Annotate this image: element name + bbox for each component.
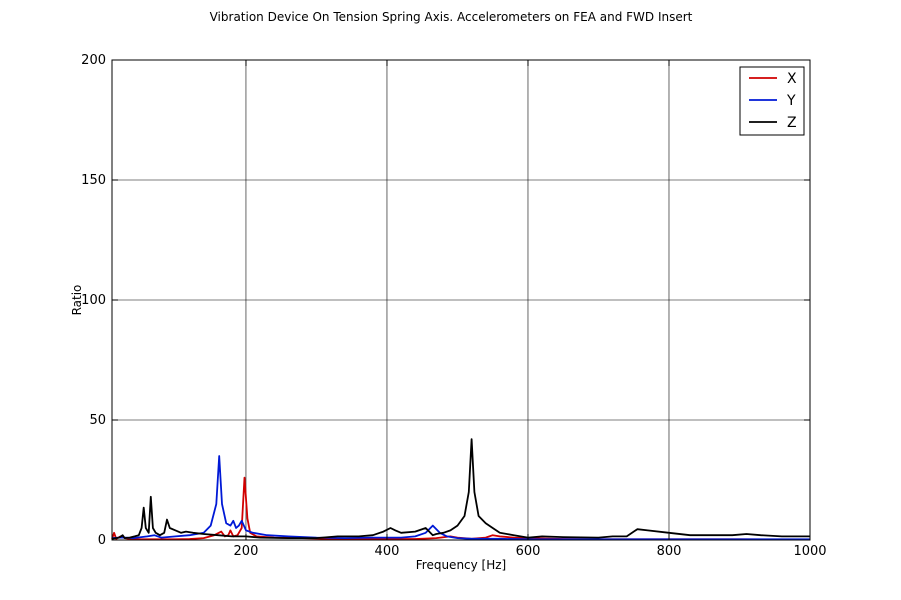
grid-lines: [112, 60, 810, 540]
legend-label-z: Z: [787, 115, 797, 131]
y-tick-label: 200: [81, 53, 106, 68]
series-line-y: [111, 455, 810, 541]
x-tick-label: 800: [657, 544, 682, 559]
legend-label-x: X: [787, 71, 797, 87]
series-lines: [111, 438, 811, 541]
x-tick-label: 600: [516, 544, 541, 559]
chart-title: Vibration Device On Tension Spring Axis.…: [210, 10, 693, 24]
y-tick-label: 0: [98, 533, 106, 548]
series-line-z: [111, 438, 810, 540]
y-axis-label: Ratio: [70, 285, 84, 316]
axis-ticks: 200 400 600 800 1000 0 50 100 150 200: [81, 53, 826, 559]
y-tick-label: 150: [81, 173, 106, 188]
y-tick-label: 100: [81, 293, 106, 308]
x-tick-label: 1000: [793, 544, 826, 559]
x-axis-label: Frequency [Hz]: [416, 558, 507, 572]
x-tick-label: 400: [375, 544, 400, 559]
y-tick-label: 50: [89, 413, 106, 428]
legend: XYZ: [739, 66, 805, 136]
legend-label-y: Y: [786, 93, 796, 109]
series-line-x: [111, 476, 811, 541]
x-tick-label: 200: [234, 544, 259, 559]
